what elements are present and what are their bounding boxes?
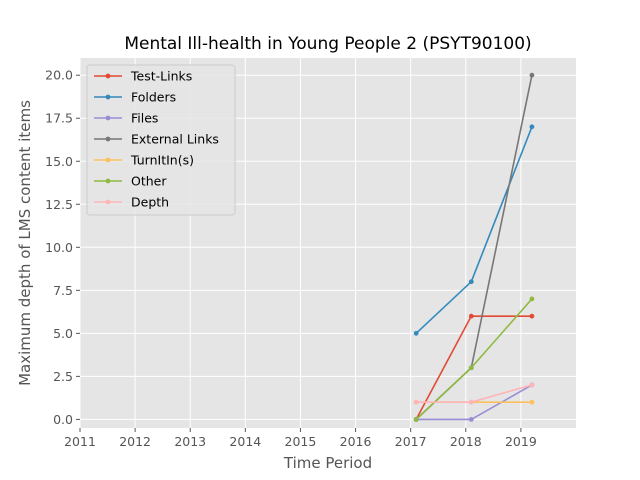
legend: Test-Links Folders Files External Links Turn… (86, 64, 236, 216)
x-tick-label: 2019 (505, 434, 537, 449)
x-tick-label: 2011 (64, 434, 96, 449)
legend-marker (105, 178, 111, 184)
data-point (529, 72, 535, 78)
x-tick-label: 2016 (340, 434, 372, 449)
y-tick-label: 0.0 (53, 412, 73, 427)
legend-marker (105, 94, 111, 100)
x-tick-label: 2018 (450, 434, 482, 449)
data-point (468, 313, 474, 319)
data-point (468, 416, 474, 422)
data-point (529, 296, 535, 302)
data-point (413, 399, 419, 405)
legend-label: Other (131, 174, 167, 189)
legend-marker (105, 199, 111, 205)
legend-label: Depth (131, 195, 169, 210)
legend-item: Test-Links (94, 69, 192, 84)
data-point (413, 330, 419, 336)
legend-marker (105, 157, 111, 163)
data-point (468, 279, 474, 285)
x-tick-label: 2012 (119, 434, 151, 449)
y-tick-label: 10.0 (45, 240, 73, 255)
legend-item: Files (94, 111, 158, 126)
data-point (468, 365, 474, 371)
data-point (529, 313, 535, 319)
legend-marker (105, 73, 111, 79)
x-tick-label: 2014 (229, 434, 261, 449)
chart-title: Mental Ill-health in Young People 2 (PSY… (124, 34, 531, 54)
series-depth (413, 382, 535, 405)
legend-box (86, 64, 236, 216)
legend-label: External Links (131, 132, 219, 147)
series-folders (413, 124, 535, 336)
y-axis-label: Maximum depth of LMS content items (16, 100, 34, 386)
legend-item: External Links (94, 132, 219, 147)
y-tick-label: 2.5 (53, 369, 73, 384)
data-point (529, 124, 535, 130)
data-point (468, 399, 474, 405)
y-tick-label: 12.5 (45, 197, 73, 212)
legend-item: Folders (94, 90, 176, 105)
legend-label: Folders (131, 90, 176, 105)
data-point (529, 382, 535, 388)
legend-label: Test-Links (130, 69, 192, 84)
legend-item: TurnItIn(s) (94, 153, 194, 168)
legend-item: Other (94, 174, 167, 189)
y-tick-label: 7.5 (53, 283, 73, 298)
y-tick-label: 5.0 (53, 326, 73, 341)
series-layer (413, 72, 535, 422)
data-point (413, 416, 419, 422)
y-tick-label: 17.5 (45, 111, 73, 126)
legend-label: Files (131, 111, 158, 126)
data-point (529, 399, 535, 405)
legend-marker (105, 136, 111, 142)
x-tick-label: 2015 (285, 434, 317, 449)
legend-label: TurnItIn(s) (130, 153, 194, 168)
legend-item: Depth (94, 195, 169, 210)
x-tick-labels: 2011 2012 2013 2014 2015 2016 2017 2018 2019 (64, 428, 537, 449)
y-tick-labels: 0.0 2.5 5.0 7.5 10.0 12.5 15.0 17.5 20.0 (45, 68, 80, 427)
legend-marker (105, 115, 111, 121)
y-tick-label: 20.0 (45, 68, 73, 83)
y-tick-label: 15.0 (45, 154, 73, 169)
x-tick-label: 2017 (395, 434, 427, 449)
x-axis-label: Time Period (283, 454, 372, 472)
x-tick-label: 2013 (174, 434, 206, 449)
